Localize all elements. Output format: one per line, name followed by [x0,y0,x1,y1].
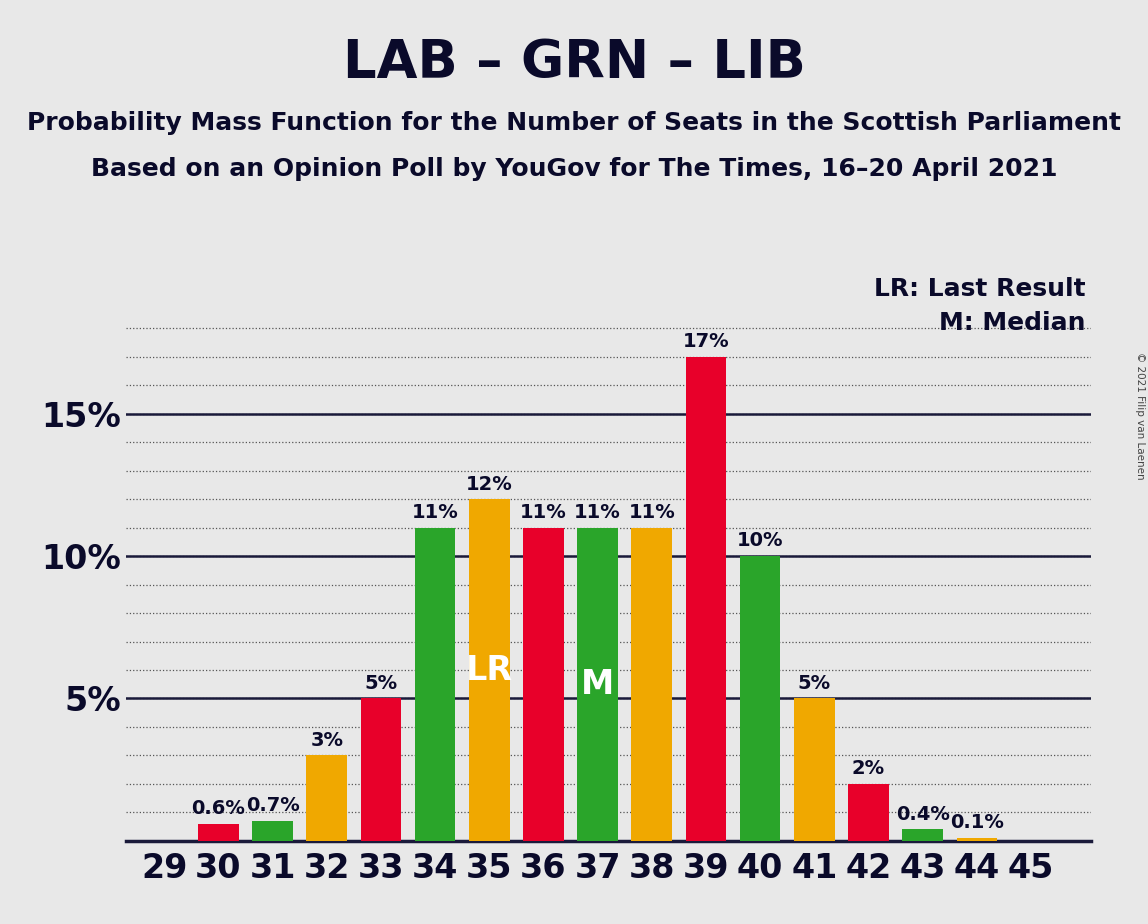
Bar [523,528,564,841]
Bar [577,528,618,841]
Text: 11%: 11% [574,503,621,522]
Text: LR: LR [466,653,513,687]
Text: 2%: 2% [852,760,885,778]
Bar [253,821,293,841]
Text: 0.1%: 0.1% [949,813,1003,833]
Bar [468,499,510,841]
Bar [414,528,456,841]
Bar [848,784,889,841]
Bar [631,528,672,841]
Text: 17%: 17% [683,332,729,351]
Text: LR: Last Result: LR: Last Result [874,277,1086,301]
Bar [685,357,727,841]
Text: Based on an Opinion Poll by YouGov for The Times, 16–20 April 2021: Based on an Opinion Poll by YouGov for T… [91,157,1057,181]
Text: 11%: 11% [520,503,567,522]
Text: Probability Mass Function for the Number of Seats in the Scottish Parliament: Probability Mass Function for the Number… [28,111,1120,135]
Text: 5%: 5% [364,674,397,693]
Text: 12%: 12% [466,475,513,493]
Text: 11%: 11% [412,503,458,522]
Text: 0.6%: 0.6% [192,799,246,818]
Bar [199,824,239,841]
Bar [739,556,781,841]
Text: 0.4%: 0.4% [895,805,949,824]
Text: 3%: 3% [310,731,343,749]
Bar [902,830,943,841]
Text: © 2021 Filip van Laenen: © 2021 Filip van Laenen [1135,352,1145,480]
Text: 5%: 5% [798,674,831,693]
Bar [360,699,401,841]
Text: M: M [581,668,614,700]
Text: LAB – GRN – LIB: LAB – GRN – LIB [342,37,806,89]
Text: M: Median: M: Median [939,311,1086,335]
Bar [956,838,998,841]
Text: 0.7%: 0.7% [246,796,300,815]
Bar [307,756,347,841]
Bar [794,699,835,841]
Text: 10%: 10% [737,531,783,551]
Text: 11%: 11% [628,503,675,522]
